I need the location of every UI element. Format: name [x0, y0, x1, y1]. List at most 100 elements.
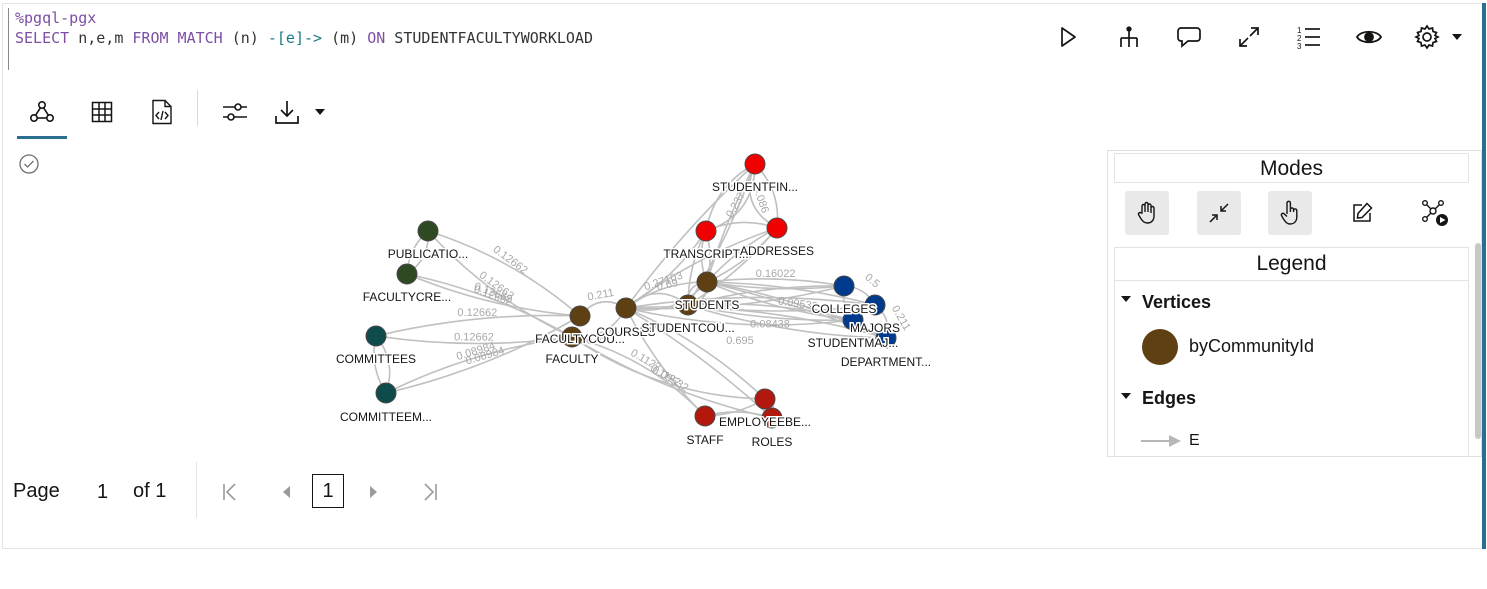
graph-edge[interactable]	[687, 304, 854, 322]
comments-button[interactable]	[1171, 20, 1207, 54]
tree-button[interactable]	[1111, 20, 1147, 54]
pointer-hand-icon	[1280, 200, 1298, 225]
vertex-label: FACULTYCOU...	[535, 332, 625, 346]
graph-edge[interactable]	[385, 336, 573, 394]
download-icon	[275, 101, 299, 124]
vertex-label: FACULTY	[545, 352, 598, 366]
next-page-button[interactable]	[360, 478, 388, 506]
graph-edge[interactable]	[706, 163, 756, 283]
code-gutter	[8, 8, 9, 70]
graph-vertex[interactable]	[365, 325, 387, 347]
graph-vertex[interactable]	[842, 309, 864, 331]
current-page-indicator[interactable]: 1	[312, 474, 344, 508]
graph-edge[interactable]	[375, 314, 581, 337]
graph-edge[interactable]	[687, 303, 854, 321]
graph-vertex[interactable]	[695, 220, 717, 242]
query-source: (n)	[222, 29, 268, 47]
vertex-label: STAFF	[686, 433, 723, 447]
tab-download[interactable]	[267, 88, 307, 136]
graph-edge[interactable]	[706, 281, 876, 306]
vertices-collapse-caret[interactable]	[1121, 296, 1131, 302]
graph-vertex[interactable]	[696, 271, 718, 293]
graph-edge[interactable]	[427, 230, 581, 317]
settings-dropdown[interactable]	[1442, 20, 1472, 54]
panel-scrollbar[interactable]	[1475, 243, 1481, 439]
edge-weight-label: 0.12662	[491, 244, 530, 277]
graph-vertex[interactable]	[396, 263, 418, 285]
expand-button[interactable]	[1231, 20, 1267, 54]
download-dropdown[interactable]	[305, 88, 335, 136]
graph-vertex[interactable]	[761, 407, 783, 429]
edges-collapse-caret[interactable]	[1121, 393, 1131, 399]
caret-down-icon	[315, 109, 325, 115]
last-page-button[interactable]	[416, 478, 444, 506]
interpreter-magic: %pgql-pgx	[15, 9, 97, 27]
hand-icon	[1137, 201, 1155, 224]
graph-edge[interactable]	[687, 304, 887, 339]
vertex-label: COURSES	[596, 325, 655, 339]
pager-separator	[196, 462, 197, 518]
graph-edge[interactable]	[706, 281, 887, 339]
vertex-color-swatch	[1142, 329, 1178, 365]
svg-text:3: 3	[1297, 42, 1302, 49]
graph-vertex[interactable]	[744, 153, 766, 175]
graph-edge[interactable]	[705, 163, 756, 232]
first-page-button[interactable]	[216, 478, 244, 506]
vertex-label: STUDENTMAJ...	[808, 336, 899, 350]
graph-edge[interactable]	[625, 163, 756, 309]
graph-vertex[interactable]	[615, 297, 637, 319]
graph-vertex[interactable]	[694, 405, 716, 427]
graph-vertex[interactable]	[833, 275, 855, 297]
query-edge: -[e]->	[267, 29, 323, 47]
graph-edge[interactable]	[706, 278, 845, 287]
graph-edge[interactable]	[427, 230, 573, 338]
edge-weight-label: 0.12662	[457, 307, 497, 319]
edit-mode-button[interactable]	[1340, 191, 1384, 235]
tab-settings[interactable]	[210, 88, 260, 136]
graph-edge[interactable]	[687, 285, 845, 306]
graph-edge[interactable]	[625, 307, 706, 417]
query-graph-name: STUDENTFACULTYWORKLOAD	[385, 29, 593, 47]
page-number-input[interactable]: 1	[97, 481, 109, 503]
graph-edge[interactable]	[571, 336, 773, 419]
graph-edge[interactable]	[706, 281, 887, 339]
graph-vertex[interactable]	[766, 217, 788, 239]
network-mode-button[interactable]	[1413, 191, 1457, 235]
table-view-icon	[91, 101, 113, 123]
graph-vertex[interactable]	[561, 326, 583, 348]
edge-weight-label: 0.695	[726, 335, 754, 347]
code-editor[interactable]: %pgql-pgx SELECT n,e,m FROM MATCH (n) -[…	[15, 8, 593, 48]
run-button[interactable]	[1050, 20, 1086, 54]
settings-button[interactable]	[1409, 20, 1445, 54]
svg-text:1: 1	[1297, 26, 1302, 35]
graph-edge[interactable]	[406, 273, 581, 317]
tab-graph[interactable]	[17, 88, 67, 139]
pan-mode-button[interactable]	[1125, 191, 1169, 235]
graph-vertex[interactable]	[864, 294, 886, 316]
graph-vertex[interactable]	[569, 305, 591, 327]
tab-table[interactable]	[77, 88, 127, 136]
visibility-button[interactable]	[1351, 20, 1387, 54]
graph-edge[interactable]	[571, 336, 766, 400]
tab-code[interactable]	[137, 88, 187, 136]
legend: Legend Vertices byCommunityId Edges E	[1114, 247, 1469, 457]
graph-edge[interactable]	[625, 307, 766, 400]
graph-edge[interactable]	[385, 315, 581, 394]
tree-icon	[1120, 26, 1138, 47]
collapse-mode-button[interactable]	[1197, 191, 1241, 235]
graph-vertex[interactable]	[677, 294, 699, 316]
graph-vertex[interactable]	[417, 220, 439, 242]
previous-page-button[interactable]	[272, 478, 300, 506]
graph-vertex[interactable]	[375, 382, 397, 404]
graph-canvas[interactable]: 0.126620.126620.126620.126620.126620.126…	[320, 150, 960, 460]
vertex-label: STUDENTS	[675, 298, 740, 312]
graph-vertex[interactable]	[754, 388, 776, 410]
select-mode-button[interactable]	[1268, 191, 1312, 235]
graph-vertex[interactable]	[875, 327, 897, 349]
graph-edge[interactable]	[406, 273, 573, 338]
vertex-label: PUBLICATIO...	[388, 247, 468, 261]
graph-edge[interactable]	[705, 221, 778, 232]
graph-edge[interactable]	[687, 163, 756, 306]
